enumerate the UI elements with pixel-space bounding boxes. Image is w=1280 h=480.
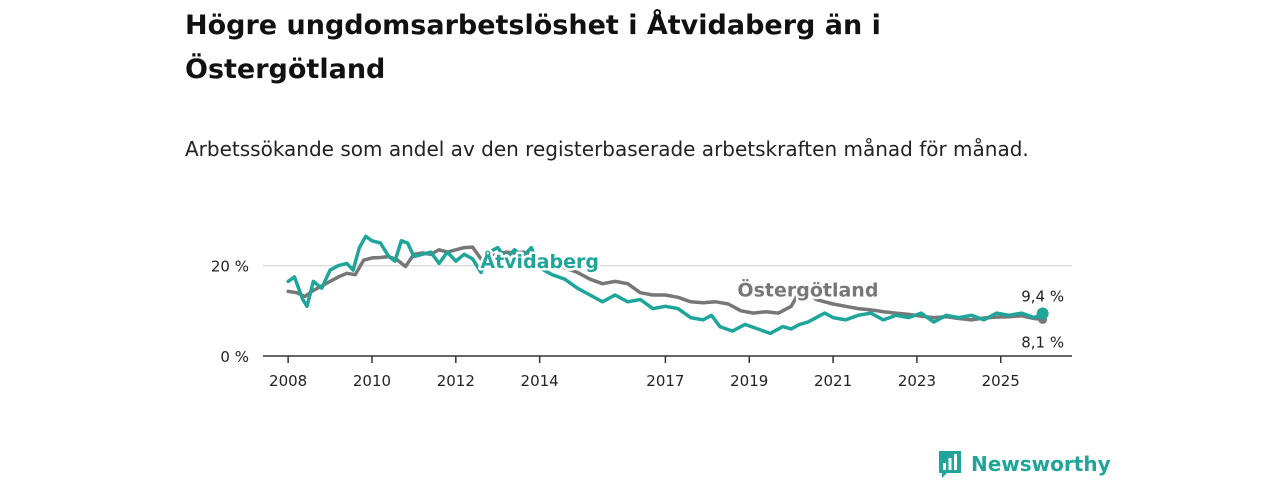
y-tick-label: 20 % bbox=[211, 258, 249, 276]
end-point-dot bbox=[1036, 307, 1049, 320]
chart-subtitle: Arbetssökande som andel av den registerb… bbox=[185, 137, 1029, 161]
y-tick-label: 0 % bbox=[220, 348, 249, 366]
labels: 8,1 % 9,4 % Åtvidaberg Östergötland bbox=[478, 246, 1064, 351]
series-lines bbox=[286, 234, 1045, 336]
bar-chart-icon bbox=[939, 451, 961, 478]
end-value-label: 8,1 % bbox=[1021, 333, 1064, 351]
x-tick-label: 2008 bbox=[269, 372, 307, 390]
x-tick-label: 2023 bbox=[898, 372, 936, 390]
series-line-östergötland bbox=[286, 245, 1045, 322]
newsworthy-logo[interactable]: Newsworthy bbox=[937, 449, 1111, 479]
x-tick-label: 2014 bbox=[521, 372, 559, 390]
x-tick-label: 2012 bbox=[437, 372, 475, 390]
x-axis: 2008 2010 2012 2014 2017 2019 2021 2023 2025 bbox=[263, 355, 1072, 390]
chart-title: Högre ungdomsarbetslöshet i Åtvidaberg ä… bbox=[185, 10, 881, 85]
series-line-åtvidaberg bbox=[286, 234, 1045, 336]
x-tick-label: 2010 bbox=[353, 372, 391, 390]
x-tick-label: 2017 bbox=[646, 372, 684, 390]
x-tick-label: 2019 bbox=[730, 372, 768, 390]
end-value-label: 9,4 % bbox=[1021, 288, 1064, 306]
gridlines: 0 % 20 % bbox=[211, 258, 1072, 366]
series-annotation-åtvidaberg: Åtvidaberg bbox=[480, 249, 599, 273]
series-annotation-östergötland: Östergötland bbox=[737, 278, 878, 302]
x-tick-label: 2021 bbox=[814, 372, 852, 390]
brand-name: Newsworthy bbox=[971, 452, 1111, 476]
x-tick-label: 2025 bbox=[982, 372, 1020, 390]
